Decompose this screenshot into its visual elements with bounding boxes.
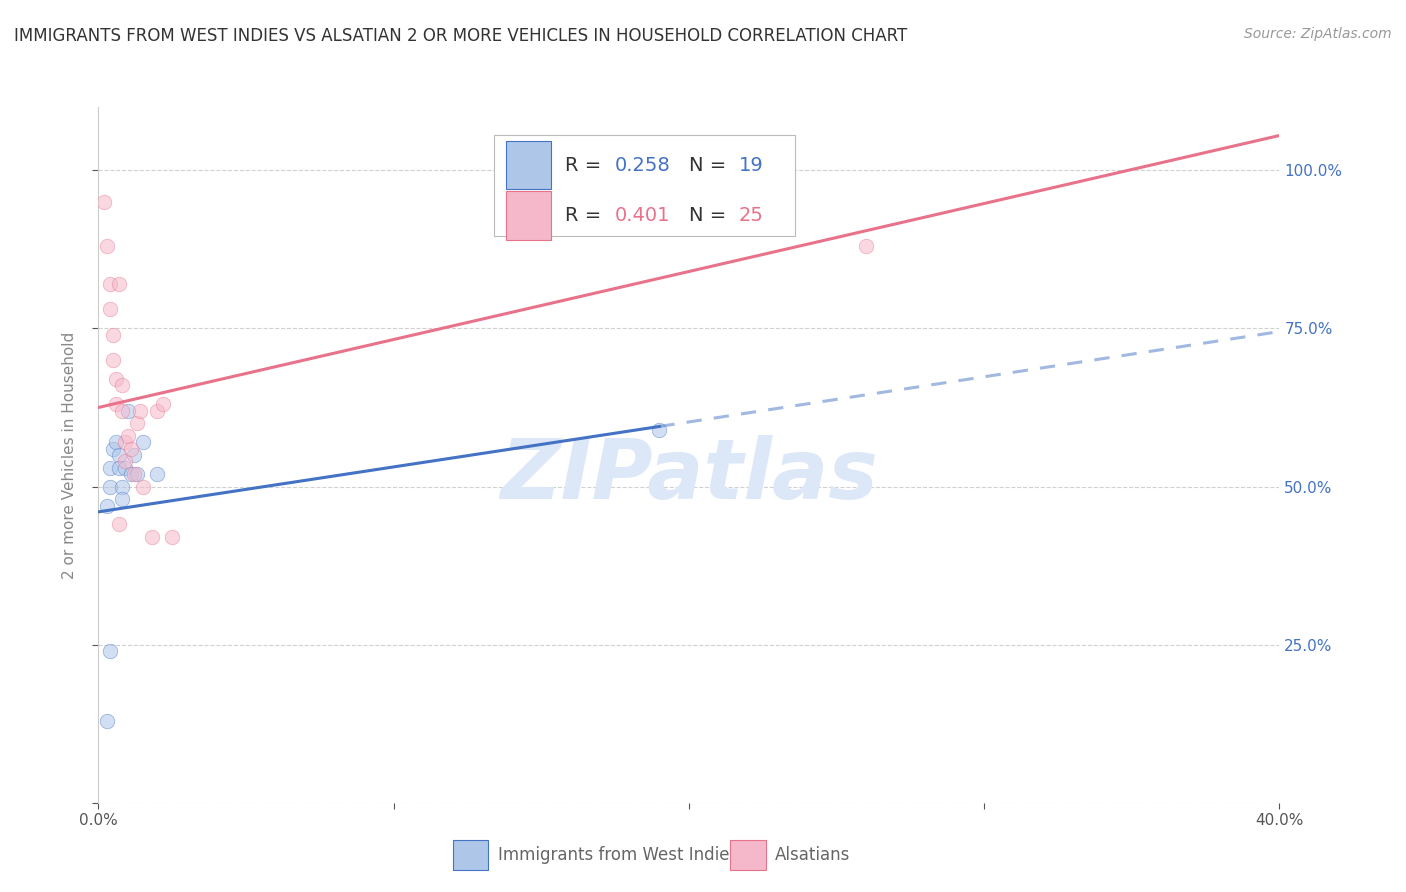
- Point: [105, 372, 128, 386]
- FancyBboxPatch shape: [453, 839, 488, 871]
- Point: [98, 460, 121, 475]
- Point: [105, 435, 128, 450]
- Point: [146, 403, 169, 417]
- Point: [105, 397, 128, 411]
- Point: [103, 353, 125, 368]
- Point: [111, 479, 134, 493]
- Point: [117, 429, 139, 443]
- Text: Source: ZipAtlas.com: Source: ZipAtlas.com: [1244, 27, 1392, 41]
- Point: [114, 454, 136, 468]
- Point: [152, 397, 174, 411]
- Point: [114, 435, 136, 450]
- FancyBboxPatch shape: [730, 839, 766, 871]
- Point: [98, 644, 121, 658]
- Point: [114, 460, 136, 475]
- Point: [117, 403, 139, 417]
- Point: [103, 327, 125, 342]
- Point: [96, 499, 118, 513]
- Point: [96, 239, 118, 253]
- Point: [122, 448, 145, 462]
- Point: [132, 479, 155, 493]
- Point: [122, 467, 145, 481]
- Point: [125, 467, 148, 481]
- Point: [120, 467, 142, 481]
- Point: [108, 517, 131, 532]
- Point: [103, 442, 125, 456]
- Point: [93, 194, 115, 209]
- Point: [141, 530, 163, 544]
- Text: 0.258: 0.258: [614, 155, 671, 175]
- FancyBboxPatch shape: [506, 191, 551, 240]
- Point: [125, 417, 148, 431]
- Text: Alsatians: Alsatians: [775, 846, 851, 864]
- Point: [108, 448, 131, 462]
- Text: 25: 25: [738, 206, 763, 225]
- Text: R =: R =: [565, 155, 607, 175]
- Point: [162, 530, 183, 544]
- Point: [98, 479, 121, 493]
- Point: [146, 467, 169, 481]
- Text: Immigrants from West Indies: Immigrants from West Indies: [498, 846, 738, 864]
- Point: [855, 239, 877, 253]
- Text: N =: N =: [689, 155, 733, 175]
- Text: ZIPatlas: ZIPatlas: [501, 435, 877, 516]
- Point: [648, 423, 671, 437]
- Point: [128, 403, 150, 417]
- Point: [96, 714, 118, 728]
- Text: IMMIGRANTS FROM WEST INDIES VS ALSATIAN 2 OR MORE VEHICLES IN HOUSEHOLD CORRELAT: IMMIGRANTS FROM WEST INDIES VS ALSATIAN …: [14, 27, 907, 45]
- Text: R =: R =: [565, 206, 607, 225]
- Point: [108, 460, 131, 475]
- Point: [108, 277, 131, 292]
- Point: [132, 435, 155, 450]
- FancyBboxPatch shape: [506, 141, 551, 189]
- Point: [120, 442, 142, 456]
- Text: N =: N =: [689, 206, 733, 225]
- Text: 0.401: 0.401: [614, 206, 671, 225]
- Point: [111, 403, 134, 417]
- Y-axis label: 2 or more Vehicles in Household: 2 or more Vehicles in Household: [62, 331, 77, 579]
- Point: [98, 277, 121, 292]
- Point: [111, 378, 134, 392]
- Text: 19: 19: [738, 155, 763, 175]
- FancyBboxPatch shape: [494, 135, 796, 235]
- Point: [111, 492, 134, 507]
- Point: [98, 302, 121, 317]
